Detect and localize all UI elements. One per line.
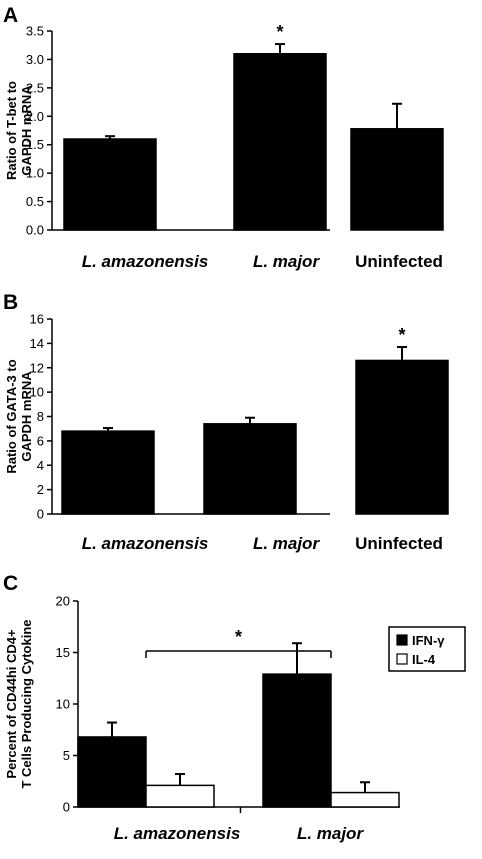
bar: [61, 430, 155, 515]
y-axis-label: T Cells Producing Cytokine: [19, 619, 34, 788]
bar: [77, 736, 147, 808]
category-label: Uninfected: [355, 534, 443, 553]
y-tick-label: 6: [37, 433, 44, 448]
y-axis-label: Ratio of GATA-3 to: [4, 359, 19, 473]
y-tick-label: 20: [56, 594, 70, 609]
panel-letter: A: [3, 4, 18, 27]
legend-swatch: [396, 634, 408, 646]
legend-swatch: [396, 653, 408, 665]
y-tick-label: 1.5: [26, 137, 44, 152]
bar: [330, 791, 400, 808]
y-tick-label: 0.0: [26, 223, 44, 238]
bar: [350, 128, 444, 231]
category-label: L. major: [253, 534, 321, 553]
y-tick-label: 10: [30, 385, 44, 400]
panel-letter: C: [3, 572, 18, 595]
bar: [355, 359, 449, 515]
y-tick-label: 3.5: [26, 24, 44, 39]
y-axis-label: Percent of CD44hi CD4+: [4, 629, 19, 779]
y-tick-label: 0: [63, 800, 70, 815]
y-tick-label: 10: [56, 697, 70, 712]
category-label: L. amazonensis: [82, 252, 209, 271]
bar: [203, 423, 297, 515]
y-tick-label: 3.0: [26, 52, 44, 67]
significance-star: *: [235, 627, 242, 647]
category-label: L. major: [253, 252, 321, 271]
y-tick-label: 15: [56, 645, 70, 660]
bar: [63, 138, 157, 231]
bar: [262, 673, 332, 808]
category-label: L. amazonensis: [82, 534, 209, 553]
y-tick-label: 0: [37, 507, 44, 522]
y-tick-label: 2.0: [26, 109, 44, 124]
panel-a: A Ratio of T-bet to GAPDH mRNA 0.0 0.5 1.0 1.5…: [3, 4, 444, 271]
bar: [145, 784, 215, 808]
y-tick-label: 12: [30, 360, 44, 375]
y-tick-label: 0.5: [26, 194, 44, 209]
y-axis-label: GAPDH mRNA: [19, 371, 34, 462]
y-tick-label: 2: [37, 482, 44, 497]
legend-label: IL-4: [412, 652, 436, 667]
panel-c: C Percent of CD44hi CD4+ T Cells Producing…: [3, 572, 466, 843]
bar: [233, 52, 327, 231]
y-tick-label: 4: [37, 458, 44, 473]
category-label: L. amazonensis: [114, 824, 241, 843]
category-label: Uninfected: [355, 252, 443, 271]
y-tick-label: 8: [37, 409, 44, 424]
y-tick-label: 5: [63, 748, 70, 763]
panel-b: B Ratio of GATA-3 to GAPDH mRNA 0 2 4 6 8 10 12 14…: [3, 291, 449, 553]
y-axis-label: GAPDH mRNA: [19, 85, 34, 176]
legend-label: IFN-γ: [412, 633, 445, 648]
legend: IFN-γ IL-4: [388, 626, 466, 672]
y-axis-label: Ratio of T-bet to: [4, 81, 19, 180]
y-tick-label: 1.0: [26, 166, 44, 181]
y-tick-label: 14: [30, 336, 44, 351]
category-label: L. major: [297, 824, 365, 843]
panel-letter: B: [3, 291, 18, 314]
y-tick-label: 16: [30, 312, 44, 327]
significance-star: *: [276, 22, 283, 42]
y-tick-label: 2.5: [26, 80, 44, 95]
significance-star: *: [398, 325, 405, 345]
